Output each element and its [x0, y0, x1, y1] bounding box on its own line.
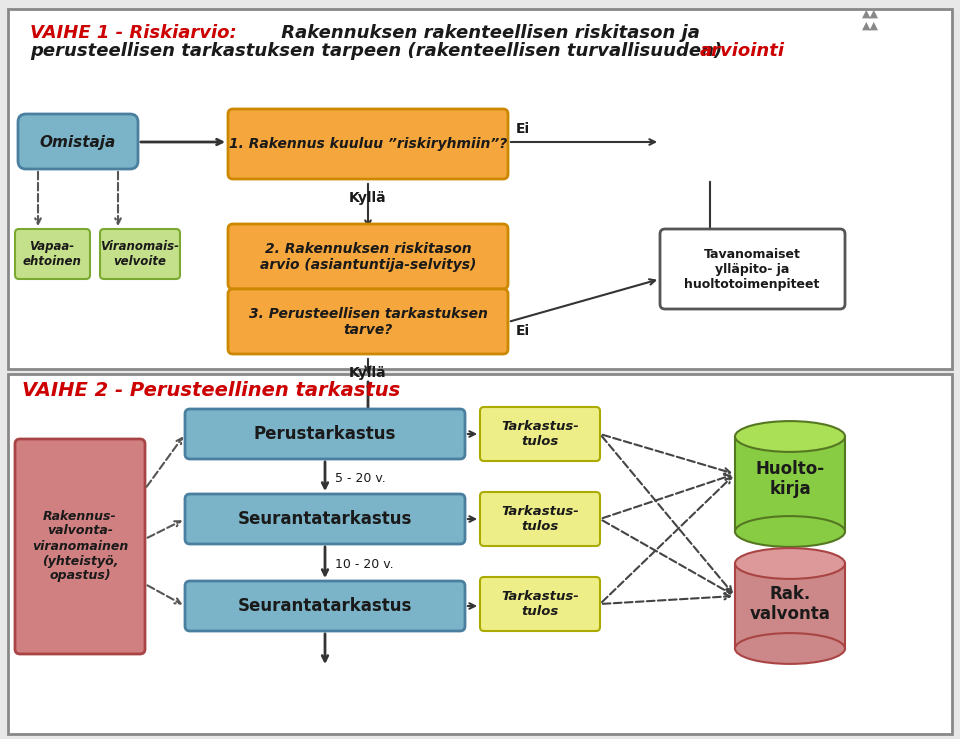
Text: Tarkastus-
tulos: Tarkastus- tulos — [501, 505, 579, 533]
Text: Kyllä: Kyllä — [349, 191, 387, 205]
FancyBboxPatch shape — [15, 229, 90, 279]
Text: Omistaja: Omistaja — [40, 134, 116, 149]
Text: ▲▲
▲▲: ▲▲ ▲▲ — [861, 9, 878, 30]
Text: Perustarkastus: Perustarkastus — [253, 425, 396, 443]
FancyBboxPatch shape — [18, 114, 138, 169]
FancyBboxPatch shape — [8, 374, 952, 734]
Text: VAIHE 1 - Riskiarvio:: VAIHE 1 - Riskiarvio: — [30, 24, 237, 42]
Text: perusteellisen tarkastuksen tarpeen (rakenteellisen turvallisuuden): perusteellisen tarkastuksen tarpeen (rak… — [30, 42, 729, 60]
Text: Viranomais-
velvoite: Viranomais- velvoite — [101, 240, 180, 268]
FancyBboxPatch shape — [228, 289, 508, 354]
Text: Rak.
valvonta: Rak. valvonta — [750, 585, 830, 624]
FancyBboxPatch shape — [480, 577, 600, 631]
Ellipse shape — [735, 548, 845, 579]
Text: Tarkastus-
tulos: Tarkastus- tulos — [501, 590, 579, 618]
Text: 3. Perusteellisen tarkastuksen
tarve?: 3. Perusteellisen tarkastuksen tarve? — [249, 307, 488, 337]
FancyBboxPatch shape — [15, 439, 145, 654]
Text: VAIHE 2 - Perusteellinen tarkastus: VAIHE 2 - Perusteellinen tarkastus — [22, 381, 400, 400]
FancyBboxPatch shape — [185, 494, 465, 544]
Text: Ei: Ei — [516, 324, 530, 338]
FancyBboxPatch shape — [185, 409, 465, 459]
Text: 2. Rakennuksen riskitason
arvio (asiantuntija-selvitys): 2. Rakennuksen riskitason arvio (asiantu… — [260, 242, 476, 272]
Text: Rakennuksen rakenteellisen riskitason ja: Rakennuksen rakenteellisen riskitason ja — [275, 24, 700, 42]
FancyBboxPatch shape — [228, 224, 508, 289]
Text: 10 - 20 v.: 10 - 20 v. — [335, 559, 394, 571]
FancyBboxPatch shape — [735, 437, 845, 531]
Text: Huolto-
kirja: Huolto- kirja — [756, 460, 825, 498]
FancyBboxPatch shape — [228, 109, 508, 179]
Text: Tavanomaiset
ylläpito- ja
huoltotoimenpiteet: Tavanomaiset ylläpito- ja huoltotoimenpi… — [684, 248, 820, 290]
Text: arviointi: arviointi — [700, 42, 785, 60]
Text: Kyllä: Kyllä — [349, 366, 387, 380]
FancyBboxPatch shape — [100, 229, 180, 279]
FancyBboxPatch shape — [8, 9, 952, 369]
Text: Vapaa-
ehtoinen: Vapaa- ehtoinen — [23, 240, 82, 268]
FancyBboxPatch shape — [185, 581, 465, 631]
Text: Rakennus-
valvonta-
viranomainen
(yhteistyö,
opastus): Rakennus- valvonta- viranomainen (yhteis… — [32, 509, 128, 582]
Text: 1. Rakennus kuuluu ”riskiryhmiin”?: 1. Rakennus kuuluu ”riskiryhmiin”? — [228, 137, 507, 151]
FancyBboxPatch shape — [735, 564, 845, 649]
Ellipse shape — [735, 421, 845, 452]
Text: Seurantatarkastus: Seurantatarkastus — [238, 597, 412, 615]
Text: 5 - 20 v.: 5 - 20 v. — [335, 471, 386, 485]
FancyBboxPatch shape — [660, 229, 845, 309]
Ellipse shape — [735, 516, 845, 547]
Text: Ei: Ei — [516, 122, 530, 136]
FancyBboxPatch shape — [480, 407, 600, 461]
FancyBboxPatch shape — [480, 492, 600, 546]
Text: Tarkastus-
tulos: Tarkastus- tulos — [501, 420, 579, 448]
Ellipse shape — [735, 633, 845, 664]
Text: Seurantatarkastus: Seurantatarkastus — [238, 510, 412, 528]
